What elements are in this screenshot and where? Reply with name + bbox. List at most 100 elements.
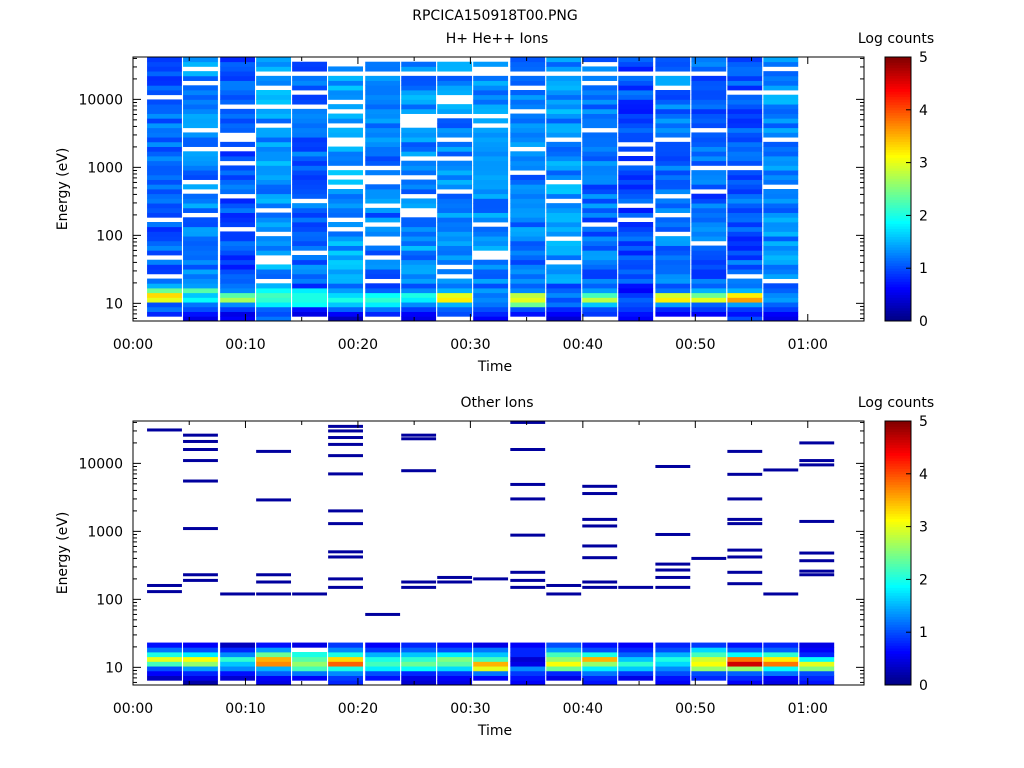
- colorbar-segment: [885, 542, 911, 546]
- colorbar-segment: [885, 273, 911, 277]
- heatmap-cell: [582, 137, 618, 143]
- heatmap-cell: [510, 273, 546, 279]
- heatmap-cell: [147, 123, 182, 129]
- heatmap-cell: [582, 231, 618, 237]
- heatmap-cell: [510, 570, 546, 574]
- heatmap-cell: [546, 170, 582, 176]
- heatmap-cell: [546, 203, 582, 209]
- colorbar-segment: [885, 442, 911, 446]
- heatmap-cell: [510, 533, 546, 537]
- heatmap-cell: [582, 544, 618, 548]
- heatmap-cell: [147, 656, 182, 662]
- heatmap-cell: [220, 57, 256, 63]
- heatmap-cell: [763, 292, 799, 298]
- heatmap-cell: [437, 90, 473, 96]
- heatmap-cell: [473, 137, 509, 143]
- heatmap-cell: [183, 85, 218, 91]
- heatmap-cell: [365, 198, 401, 204]
- heatmap-cell: [510, 203, 546, 209]
- heatmap-cell: [727, 642, 763, 648]
- heatmap-cell: [727, 311, 763, 317]
- colorbar-segment: [885, 587, 911, 591]
- heatmap-cell: [655, 179, 691, 185]
- colorbar-segment: [885, 487, 911, 491]
- colorbar-segment: [885, 637, 911, 641]
- heatmap-cell: [546, 255, 582, 261]
- heatmap-cell: [401, 245, 437, 251]
- heatmap-cell: [582, 259, 618, 265]
- heatmap-cell: [473, 146, 509, 152]
- heatmap-cell: [655, 184, 691, 190]
- heatmap-cell: [437, 580, 473, 584]
- heatmap-cell: [546, 174, 582, 180]
- colorbar-segment: [885, 682, 911, 686]
- figure-title: RPCICA150918T00.PNG: [412, 8, 577, 24]
- heatmap-cell: [582, 94, 618, 100]
- heatmap-cell: [292, 226, 327, 232]
- heatmap-cell: [437, 132, 473, 138]
- heatmap-cell: [365, 306, 401, 312]
- heatmap-cell: [691, 66, 727, 72]
- heatmap-cell: [763, 675, 799, 681]
- heatmap-cell: [691, 174, 727, 180]
- heatmap-cell: [546, 57, 582, 63]
- heatmap-cell: [220, 123, 256, 129]
- heatmap-cell: [183, 288, 218, 294]
- heatmap-cell: [292, 127, 327, 133]
- heatmap-cell: [510, 118, 546, 124]
- heatmap-cell: [473, 273, 509, 279]
- heatmap-cell: [328, 680, 363, 686]
- colorbar-segment: [885, 619, 911, 623]
- heatmap-cell: [691, 273, 727, 279]
- colorbar-segment: [885, 278, 911, 282]
- colorbar-segment: [885, 231, 911, 235]
- heatmap-cell: [691, 250, 727, 256]
- heatmap-cell: [328, 550, 363, 554]
- heatmap-cell: [655, 642, 691, 648]
- heatmap-cell: [799, 642, 835, 648]
- heatmap-cell: [727, 222, 763, 228]
- heatmap-cell: [256, 675, 292, 681]
- colorbar-segment: [885, 104, 911, 108]
- colorbar-segment: [885, 297, 911, 301]
- colorbar-tick-label: 4: [919, 103, 928, 119]
- heatmap-cell: [401, 160, 437, 166]
- heatmap-cell: [473, 212, 509, 218]
- heatmap-cell: [147, 66, 182, 72]
- heatmap-cell: [582, 212, 618, 218]
- colorbar-segment: [885, 421, 911, 425]
- heatmap-cell: [763, 203, 799, 209]
- heatmap-cell: [292, 203, 327, 209]
- heatmap-cell: [618, 212, 654, 218]
- heatmap-cell: [618, 231, 654, 237]
- heatmap-cell: [328, 311, 363, 317]
- heatmap-cell: [292, 207, 327, 213]
- heatmap-cell: [655, 283, 691, 289]
- heatmap-cell: [655, 292, 691, 298]
- heatmap-cell: [763, 71, 799, 77]
- heatmap-cell: [437, 306, 473, 312]
- heatmap-cell: [401, 94, 437, 100]
- heatmap-cell: [256, 236, 292, 242]
- heatmap-cell: [510, 302, 546, 308]
- heatmap-cell: [365, 666, 401, 672]
- heatmap-cell: [691, 306, 727, 312]
- heatmap-cell: [292, 80, 327, 86]
- colorbar: 0 1 2 3 4 5: [884, 50, 928, 330]
- heatmap-cell: [256, 316, 292, 322]
- heatmap-cell: [618, 137, 654, 143]
- heatmap-cell: [292, 212, 327, 218]
- heatmap-cell: [473, 165, 509, 171]
- heatmap-cell: [437, 283, 473, 289]
- heatmap-cell: [256, 174, 292, 180]
- heatmap-cell: [655, 132, 691, 138]
- heatmap-cell: [582, 283, 618, 289]
- heatmap-cell: [365, 184, 401, 190]
- heatmap-cell: [256, 203, 292, 209]
- heatmap-cell: [220, 661, 256, 667]
- heatmap-cell: [510, 75, 546, 81]
- heatmap-cell: [328, 522, 363, 526]
- heatmap-cell: [256, 498, 292, 502]
- heatmap-cell: [510, 141, 546, 147]
- x-tick-label: 01:00: [788, 337, 828, 353]
